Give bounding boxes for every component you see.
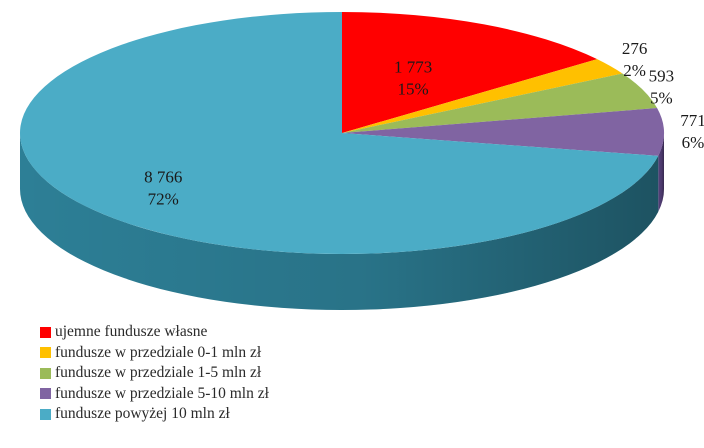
legend-swatch-4 — [40, 408, 51, 420]
slice-1 — [342, 59, 623, 133]
legend-item-1: fundusze w przedziale 0-1 mln zł — [40, 343, 269, 364]
data-label-2: 593 5% — [649, 67, 675, 108]
legend-label-0: ujemne fundusze własne — [55, 323, 208, 340]
legend-swatch-2 — [40, 367, 51, 379]
legend-label-3: fundusze w przedziale 5-10 mln zł — [55, 384, 269, 402]
legend-swatch-3 — [40, 388, 51, 400]
pie-data-labels: 1 773 15% 276 2% 593 5%771 6% 8 766 72% — [144, 39, 704, 208]
data-label-1: 276 2% — [622, 39, 648, 80]
legend-item-3: fundusze w przedziale 5-10 mln zł — [40, 384, 269, 405]
legend-label-1: fundusze w przedziale 0-1 mln zł — [55, 343, 262, 361]
legend-swatch-0 — [40, 326, 51, 338]
data-label-3: 771 6% — [680, 111, 704, 152]
data-label-0: 1 773 15% — [394, 58, 432, 99]
slice-0 — [342, 12, 598, 133]
legend-label-2: fundusze w przedziale 1-5 mln zł — [55, 364, 262, 381]
slice-2 — [342, 73, 658, 133]
slice-3 — [342, 108, 664, 156]
slice-side-shade-3 — [658, 133, 664, 212]
legend-label-4: fundusze powyżej 10 mln zł — [55, 405, 230, 422]
legend-item-0: ujemne fundusze własne — [40, 322, 269, 343]
slice-4 — [20, 12, 659, 254]
legend: ujemne fundusze własne fundusze w przedzi… — [40, 322, 269, 425]
pie-side-walls — [20, 133, 664, 310]
data-label-4: 8 766 72% — [144, 167, 182, 208]
legend-swatch-1 — [40, 347, 51, 359]
legend-item-4: fundusze powyżej 10 mln zł — [40, 404, 269, 425]
pie-slices — [20, 12, 664, 254]
legend-item-2: fundusze w przedziale 1-5 mln zł — [40, 363, 269, 384]
slice-side-shade-4 — [20, 133, 659, 310]
